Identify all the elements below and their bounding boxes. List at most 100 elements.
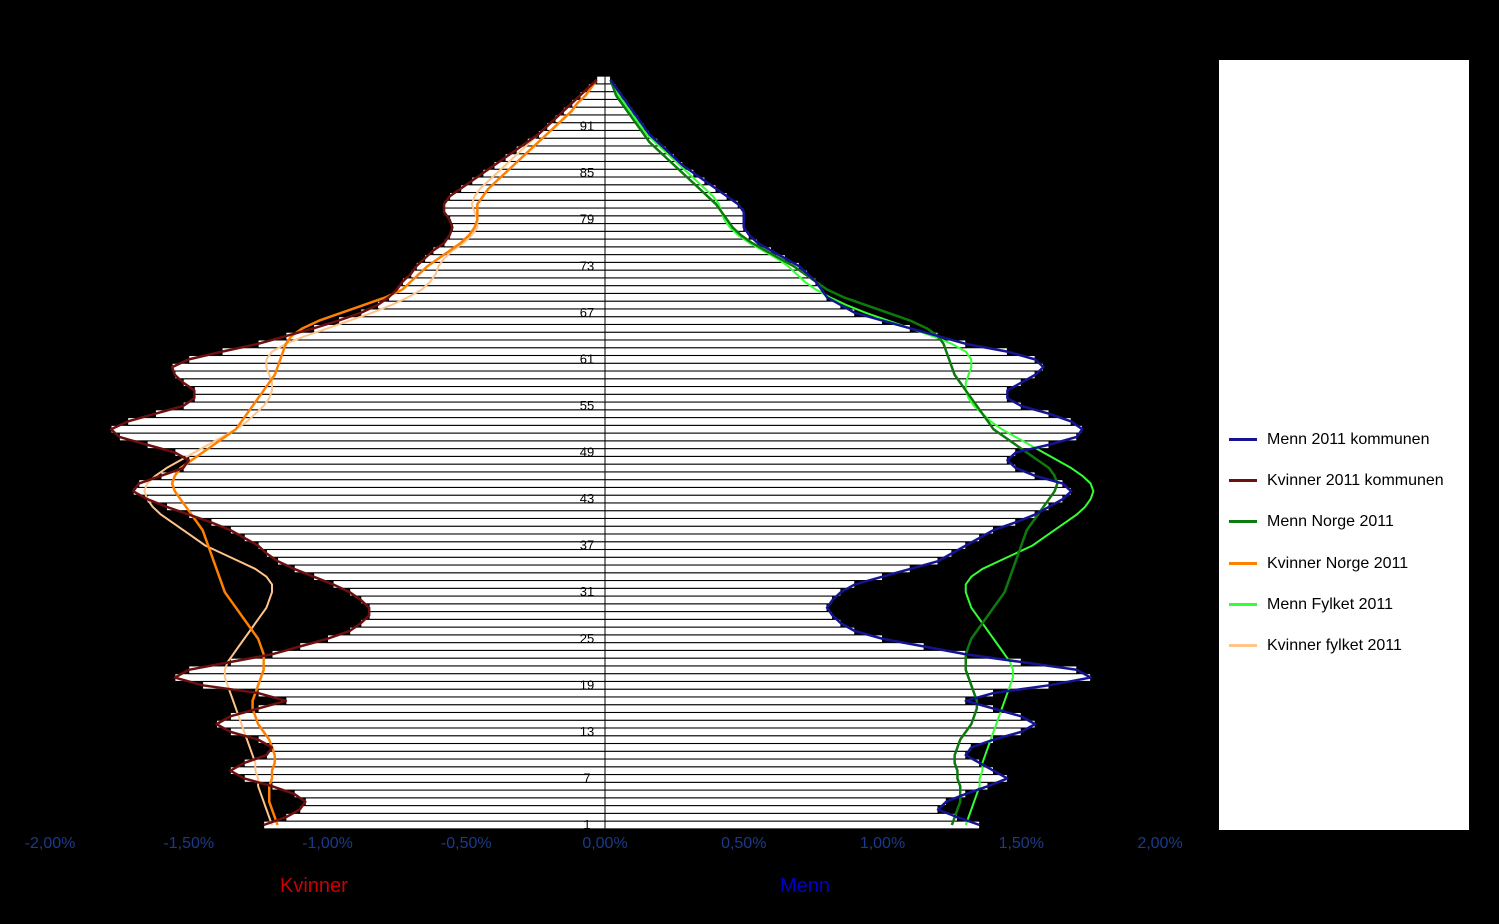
bar-right [605,635,883,643]
bar-right [605,464,1016,472]
bar-right [605,224,744,232]
bar-right [605,293,827,301]
bar-left [350,627,605,635]
bar-left [305,798,605,806]
bar-left [147,495,605,503]
bar-right [605,666,1077,674]
bar-right [605,821,980,829]
bar-right [605,487,1071,495]
bar-left [597,76,605,84]
age-label: 79 [580,212,594,227]
legend-item: Kvinner fylket 2011 [1229,636,1459,655]
bar-left [183,402,605,410]
bar-right [605,596,833,604]
age-label: 1 [583,817,590,832]
age-label: 55 [580,398,594,413]
legend-item: Kvinner 2011 kommunen [1229,471,1459,490]
age-label: 13 [580,724,594,739]
bar-left [258,542,605,550]
bar-left [266,550,605,558]
age-label: 67 [580,305,594,320]
bar-right [605,278,816,286]
legend-swatch [1229,562,1257,565]
legend-item: Kvinner Norge 2011 [1229,554,1459,573]
bar-left [433,247,605,255]
bar-left [294,565,605,573]
bar-left [244,775,605,783]
legend-label: Kvinner fylket 2011 [1267,636,1402,655]
bar-right [605,790,966,798]
bar-left [369,612,605,620]
bar-left [258,689,605,697]
bar-left [286,332,605,340]
bar-left [272,650,605,658]
legend-label: Menn Norge 2011 [1267,512,1394,531]
bar-right [605,449,1016,457]
bar-left [444,200,605,208]
bar-left [230,713,605,721]
bar-left [167,503,605,511]
bar-right [605,813,957,821]
x-tick-label: -2,00% [25,835,76,853]
bar-right [605,394,1007,402]
bar-left [389,293,605,301]
bar-left [258,340,605,348]
bar-left [217,720,606,728]
bar-right [605,519,1016,527]
bar-right [605,441,1049,449]
legend: Menn 2011 kommunen Kvinner 2011 kommunen M… [1219,60,1469,830]
bar-left [244,759,605,767]
bar-right [605,759,980,767]
bar-right [605,472,1035,480]
bar-right [605,456,1007,464]
bar-left [258,705,605,713]
legend-label: Menn 2011 kommunen [1267,430,1429,449]
bar-right [605,317,883,325]
bar-left [211,519,605,527]
bar-right [605,798,946,806]
bar-right [605,627,855,635]
legend-swatch [1229,438,1257,441]
right-category-label: Menn [780,875,830,898]
bar-right [605,340,966,348]
bar-left [203,681,605,689]
bar-left [230,767,605,775]
bar-left [175,449,605,457]
bar-right [605,573,883,581]
bar-left [314,573,605,581]
x-tick-label: -1,50% [163,835,214,853]
legend-label: Kvinner 2011 kommunen [1267,471,1444,490]
bar-right [605,324,910,332]
bar-left [425,255,605,263]
bar-right [605,231,749,239]
bar-right [605,728,1021,736]
bar-left [300,643,605,651]
legend-item: Menn Fylket 2011 [1229,595,1459,614]
bar-right [605,736,994,744]
left-category-label: Kvinner [280,875,348,898]
bar-left [444,239,605,247]
bar-right [605,557,938,565]
bar-right [605,619,841,627]
bar-right [605,550,952,558]
bar-left [189,511,605,519]
bar-left [111,425,605,433]
bar-right [605,286,821,294]
bar-right [605,751,966,759]
age-label: 61 [580,351,594,366]
bar-right [605,689,994,697]
legend-swatch [1229,603,1257,606]
bar-right [605,744,971,752]
x-tick-label: 1,00% [860,835,905,853]
legend-item: Menn Norge 2011 [1229,512,1459,531]
bar-right [605,588,841,596]
bar-right [605,503,1049,511]
bar-left [361,619,605,627]
bar-left [350,588,605,596]
bar-left [294,790,605,798]
age-label: 31 [580,584,594,599]
bar-left [361,596,605,604]
bar-left [361,309,605,317]
bar-right [605,495,1063,503]
bar-right [605,697,966,705]
